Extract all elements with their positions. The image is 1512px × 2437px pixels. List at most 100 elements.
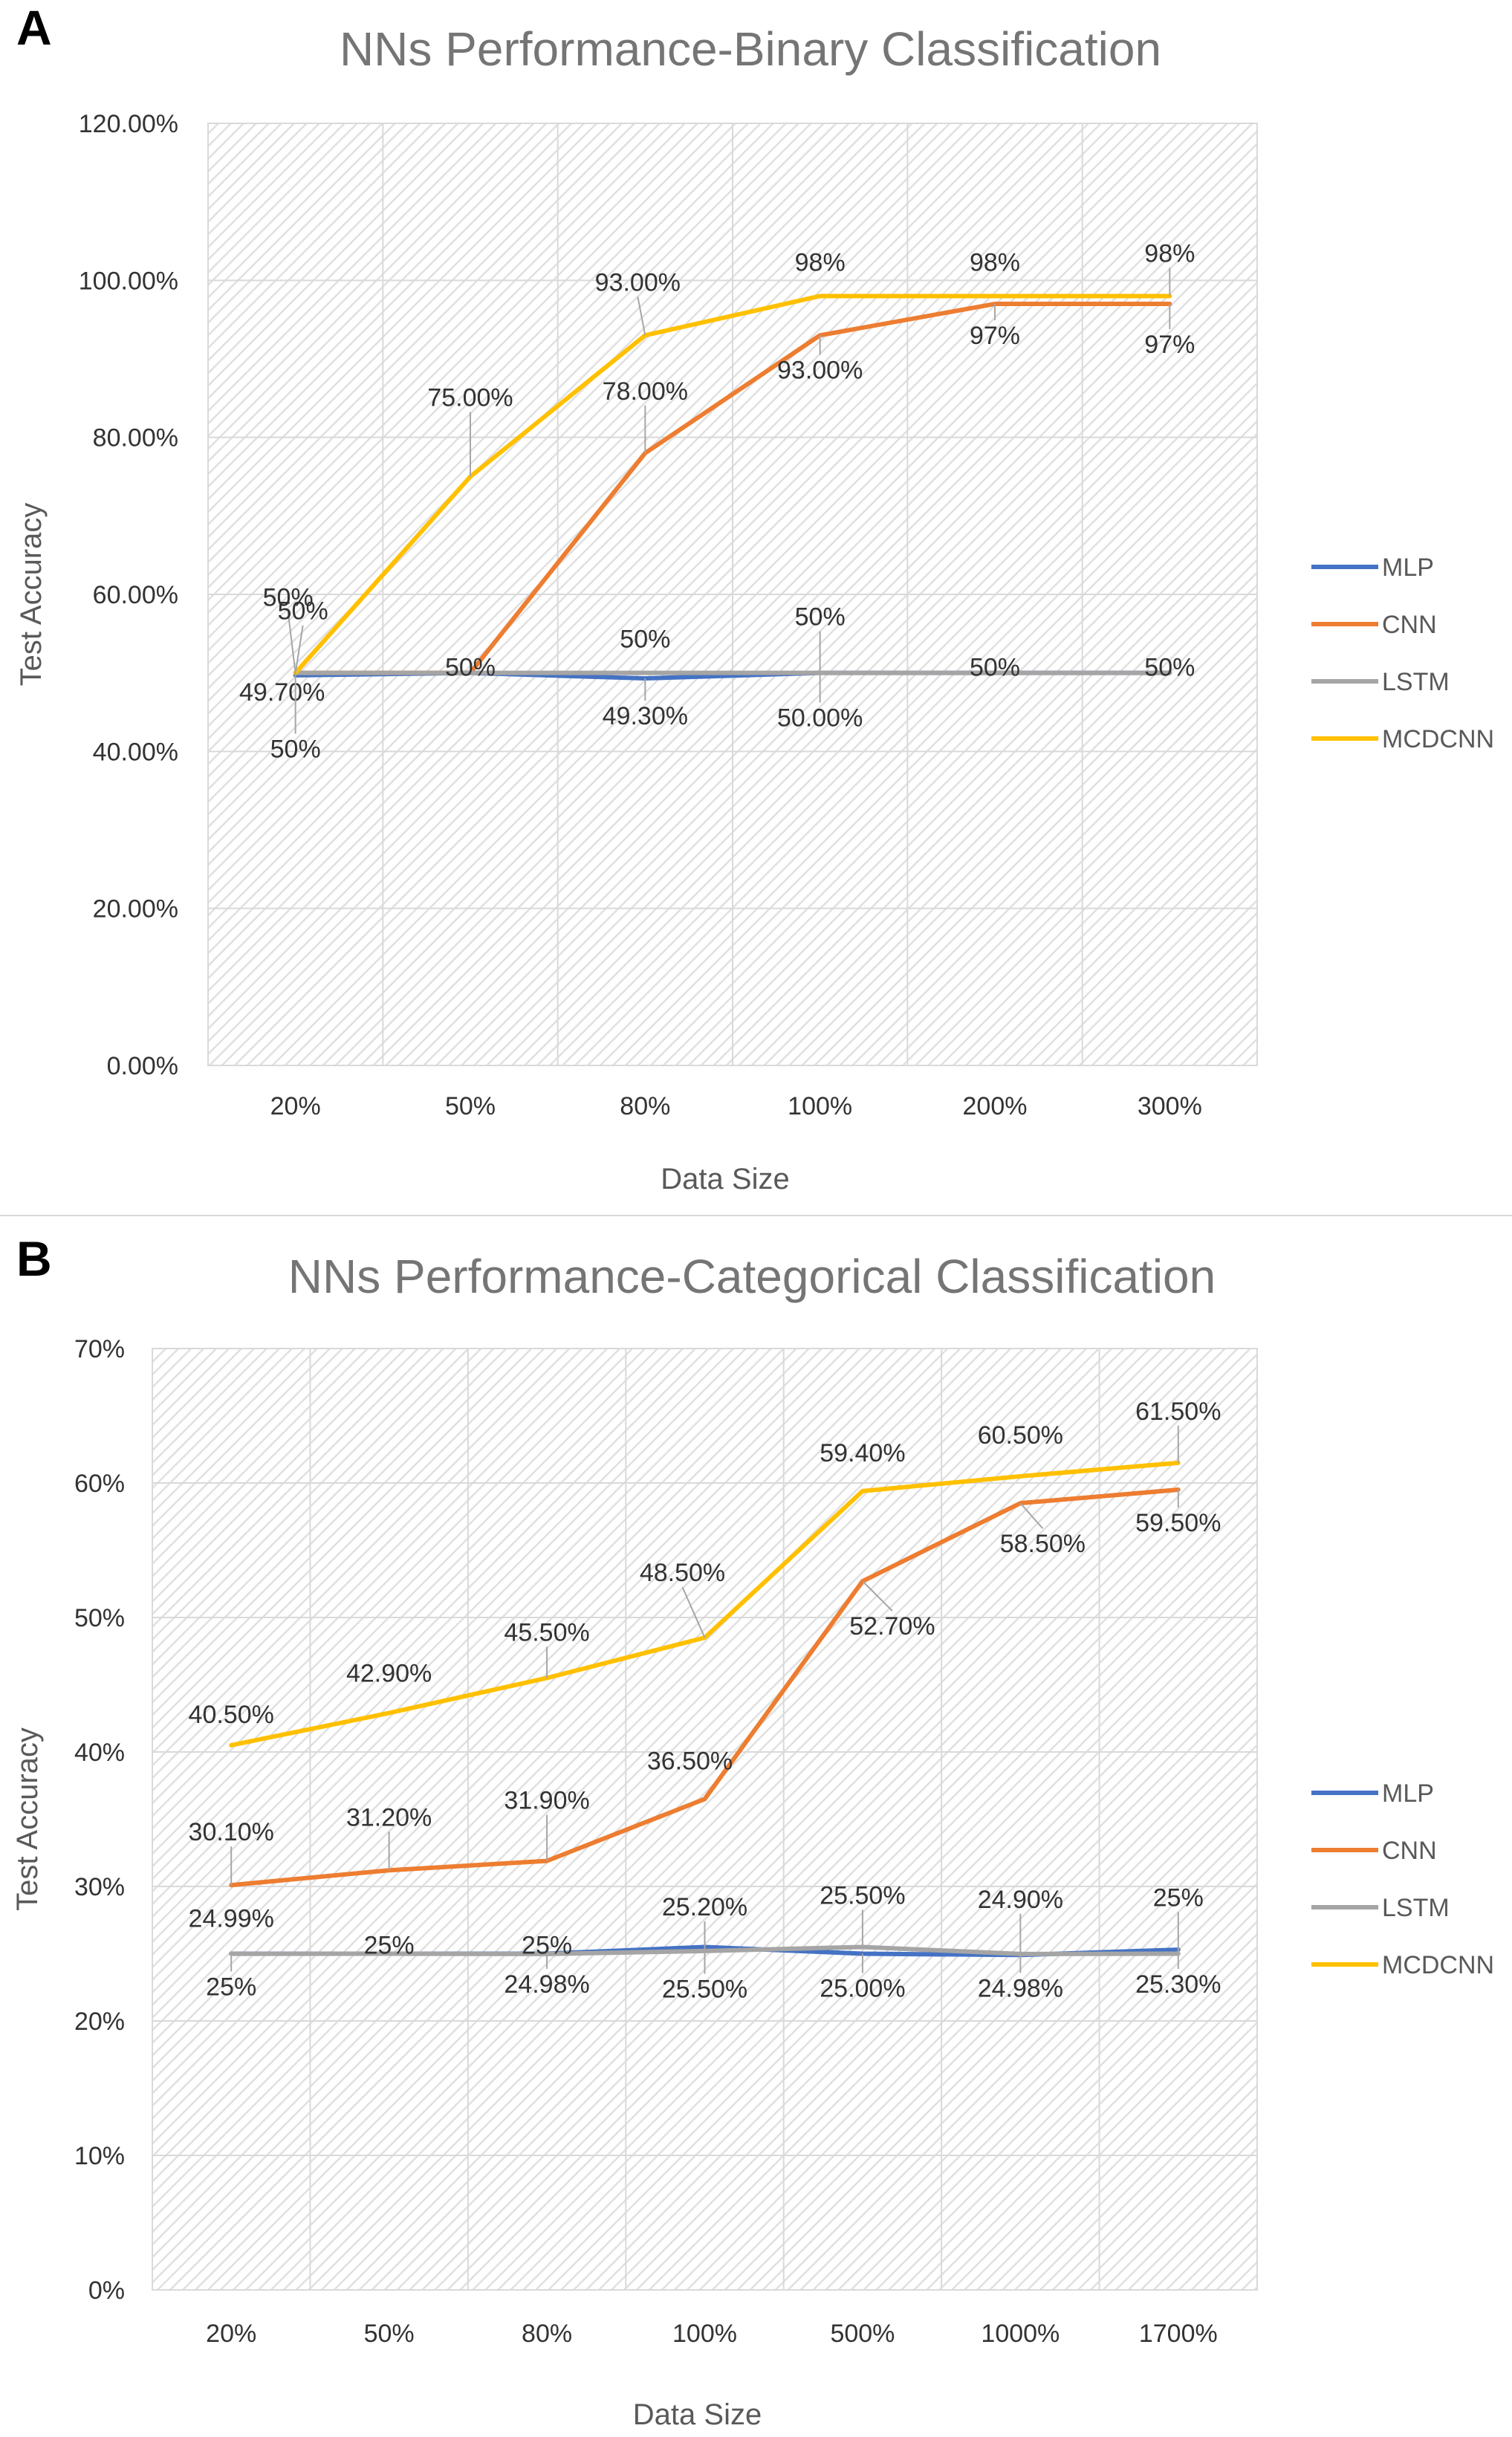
y-tick-label: 0% [88,2277,125,2305]
data-label-mcdcnn: 98% [1144,239,1195,267]
y-tick-label: 100.00% [79,267,178,295]
chart-title: NNs Performance-Categorical Classificati… [288,1250,1216,1303]
data-label-mcdcnn: 59.40% [820,1439,905,1467]
legend-label-cnn: CNN [1382,1837,1437,1865]
data-label-cnn: 36.50% [647,1747,733,1775]
data-label-mcdcnn: 98% [795,248,846,276]
data-label-cnn: 97% [970,322,1020,350]
data-label-leader [1019,1502,1044,1529]
x-tick-label: 20% [270,1092,321,1120]
data-label-lstm: 24.98% [504,1970,589,1999]
data-label-lstm: 50% [278,597,328,626]
data-label-leader [287,611,296,673]
data-label-leader [862,1580,893,1612]
data-label-mcdcnn: 98% [970,248,1020,276]
data-label-lstm: 25.20% [662,1893,747,1921]
data-label-mlp: 50% [1144,654,1195,682]
x-tick-label: 1700% [1139,2320,1218,2348]
data-label-cnn: 93.00% [777,356,863,384]
y-tick-label: 20% [74,2008,125,2036]
data-label-mcdcnn: 61.50% [1135,1398,1221,1426]
data-label-mcdcnn: 60.50% [978,1421,1063,1450]
data-label-cnn: 50% [263,584,314,612]
y-tick-label: 80.00% [93,424,178,452]
data-label-mlp: 50% [970,654,1020,682]
data-label-lstm: 50% [620,626,670,654]
x-tick-label: 50% [445,1092,496,1120]
x-axis-title: Data Size [633,2398,762,2431]
data-label-cnn: 97% [1144,331,1195,359]
series-line-mcdcnn [293,293,1172,675]
data-label-mlp: 49.30% [603,702,688,730]
x-tick-label: 20% [206,2320,256,2348]
legend-label-cnn: CNN [1382,611,1437,639]
data-label-cnn: 31.90% [504,1787,589,1815]
data-label-leader [637,296,646,336]
legend-label-mlp: MLP [1382,554,1434,582]
panel-letter: B [16,1231,52,1286]
y-axis-title: Test Accuracy [15,503,48,687]
x-tick-label: 100% [788,1092,852,1120]
legend-label-lstm: LSTM [1382,668,1450,696]
x-tick-label: 200% [963,1092,1028,1120]
data-label-mlp: 50.00% [777,704,863,733]
panel-letter: A [16,0,52,55]
data-label-leader [294,625,304,673]
data-label-cnn: 52.70% [849,1612,935,1641]
data-label-cnn: 30.10% [189,1818,274,1846]
x-tick-label: 80% [522,2320,572,2348]
chart-panel-b: B NNs Performance-Categorical Classificat… [11,1231,1494,2431]
x-tick-label: 80% [620,1092,670,1120]
y-tick-label: 20.00% [93,895,178,924]
y-tick-label: 40% [74,1739,125,1767]
data-label-lstm: 24.99% [189,1905,274,1933]
data-label-cnn: 78.00% [603,377,688,406]
data-label-mcdcnn: 75.00% [427,384,513,412]
x-axis-title: Data Size [661,1163,789,1195]
legend-label-mcdcnn: MCDCNN [1382,1951,1494,1979]
data-label-mlp: 25% [206,1973,256,2002]
x-tick-label: 300% [1138,1092,1202,1120]
x-tick-label: 1000% [981,2320,1060,2348]
data-label-mlp: 24.98% [978,1974,1063,2002]
legend-label-mlp: MLP [1382,1779,1434,1808]
x-tick-label: 50% [364,2320,415,2348]
data-label-mcdcnn: 40.50% [189,1701,274,1729]
x-tick-label: 500% [830,2320,895,2348]
data-label-lstm: 24.90% [978,1886,1063,1914]
y-tick-label: 60% [74,1470,125,1498]
y-tick-label: 60.00% [93,581,178,609]
y-tick-label: 0.00% [107,1052,178,1080]
data-label-lstm: 25.50% [820,1881,905,1909]
data-label-lstm: 50% [795,603,846,632]
legend-label-lstm: LSTM [1382,1894,1450,1922]
data-label-mlp: 25% [364,1932,415,1960]
data-label-mlp: 50% [445,654,496,682]
data-label-mcdcnn: 50% [270,736,321,764]
y-tick-label: 40.00% [93,738,178,766]
y-tick-label: 30% [74,1873,125,1901]
data-label-mlp: 25.00% [820,1975,905,2003]
y-tick-label: 70% [74,1335,125,1363]
y-tick-label: 50% [74,1604,125,1632]
data-label-cnn: 31.20% [346,1803,432,1831]
data-label-mlp: 49.70% [239,678,325,707]
y-tick-label: 10% [74,2142,125,2170]
data-label-lstm: 25% [1153,1884,1204,1912]
data-label-mcdcnn: 93.00% [595,268,681,296]
chart-panel-a: A NNs Performance-Binary Classification 0.… [15,0,1494,1195]
data-label-mcdcnn: 48.50% [640,1559,725,1587]
data-label-cnn: 58.50% [1000,1530,1086,1558]
y-tick-label: 120.00% [79,110,178,138]
chart-title: NNs Performance-Binary Classification [340,22,1161,76]
data-label-mlp: 25.50% [662,1975,747,2003]
legend-label-mcdcnn: MCDCNN [1382,725,1494,753]
data-label-mcdcnn: 42.90% [346,1660,432,1688]
x-tick-label: 100% [672,2320,737,2348]
data-label-mlp: 25.30% [1135,1970,1221,1999]
data-label-mcdcnn: 45.50% [504,1618,589,1646]
data-label-cnn: 59.50% [1135,1509,1221,1537]
plot-area [152,1348,1258,2291]
y-axis-title: Test Accuracy [11,1727,44,1911]
